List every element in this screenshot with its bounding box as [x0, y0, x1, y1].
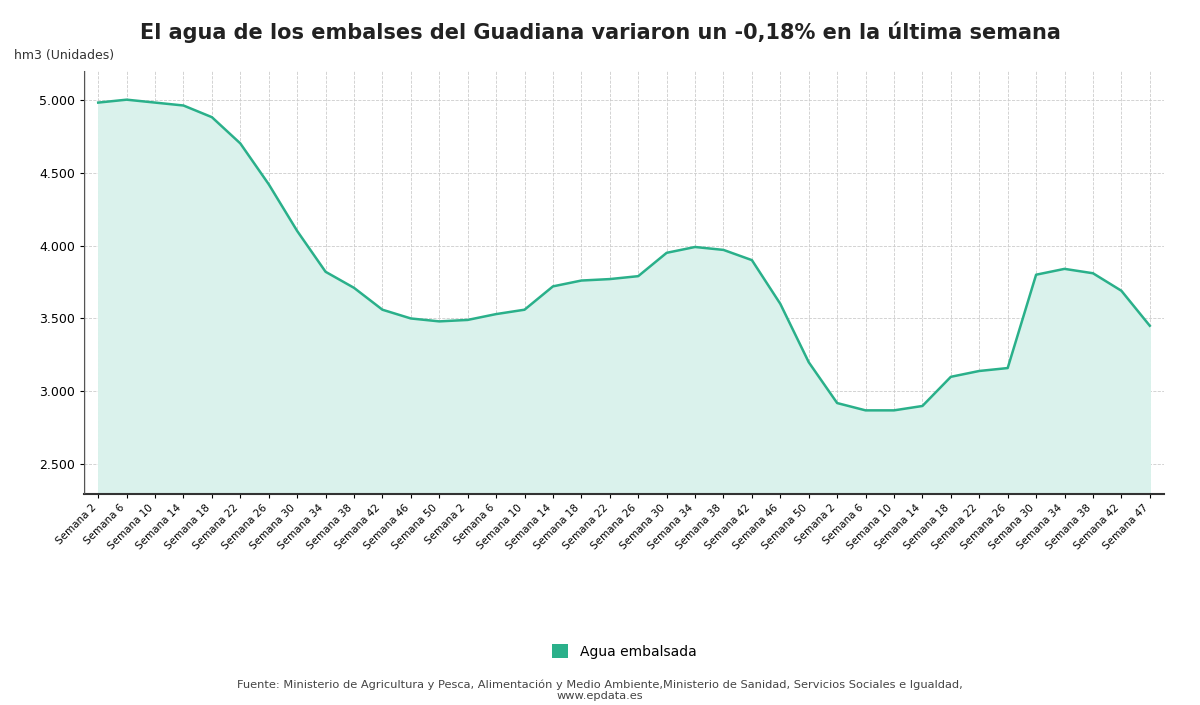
Text: Fuente: Ministerio de Agricultura y Pesca, Alimentación y Medio Ambiente,Ministe: Fuente: Ministerio de Agricultura y Pesc…: [238, 680, 962, 701]
Text: El agua de los embalses del Guadiana variaron un -0,18% en la última semana: El agua de los embalses del Guadiana var…: [139, 21, 1061, 42]
Legend: Agua embalsada: Agua embalsada: [546, 638, 702, 664]
Text: hm3 (Unidades): hm3 (Unidades): [14, 49, 114, 62]
